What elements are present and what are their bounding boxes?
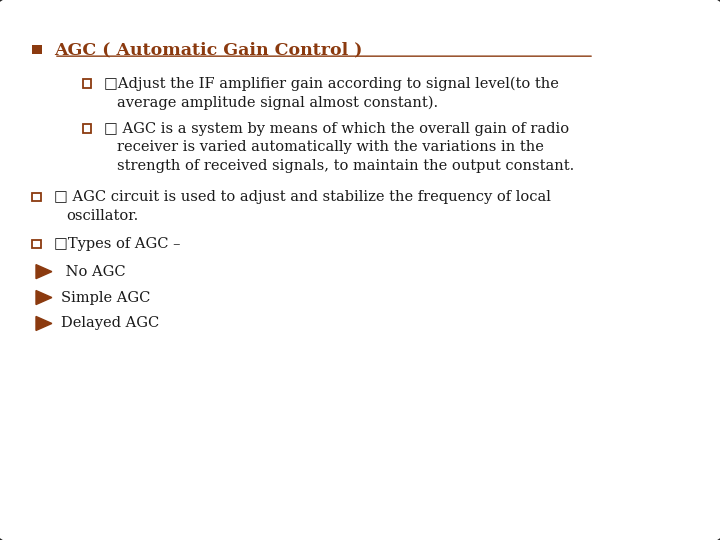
Polygon shape [36, 316, 52, 330]
Text: Delayed AGC: Delayed AGC [61, 316, 159, 330]
Bar [32, 45, 42, 54]
Text: □Types of AGC –: □Types of AGC – [54, 237, 181, 251]
Bar [83, 79, 91, 88]
Text: oscillator.: oscillator. [66, 209, 138, 223]
Bar [83, 124, 91, 133]
Text: □ AGC is a system by means of which the overall gain of radio: □ AGC is a system by means of which the … [104, 122, 570, 136]
Text: AGC ( Automatic Gain Control ): AGC ( Automatic Gain Control ) [54, 41, 362, 58]
Text: average amplitude signal almost constant).: average amplitude signal almost constant… [117, 96, 438, 110]
Text: receiver is varied automatically with the variations in the: receiver is varied automatically with th… [117, 140, 544, 154]
Polygon shape [36, 291, 52, 305]
Bar [32, 193, 41, 201]
Text: □Adjust the IF amplifier gain according to signal level(to the: □Adjust the IF amplifier gain according … [104, 77, 559, 91]
Text: No AGC: No AGC [61, 265, 126, 279]
Bar [32, 240, 41, 248]
Text: strength of received signals, to maintain the output constant.: strength of received signals, to maintai… [117, 159, 574, 173]
Text: Simple AGC: Simple AGC [61, 291, 150, 305]
Text: □ AGC circuit is used to adjust and stabilize the frequency of local: □ AGC circuit is used to adjust and stab… [54, 190, 551, 204]
Polygon shape [36, 265, 52, 279]
